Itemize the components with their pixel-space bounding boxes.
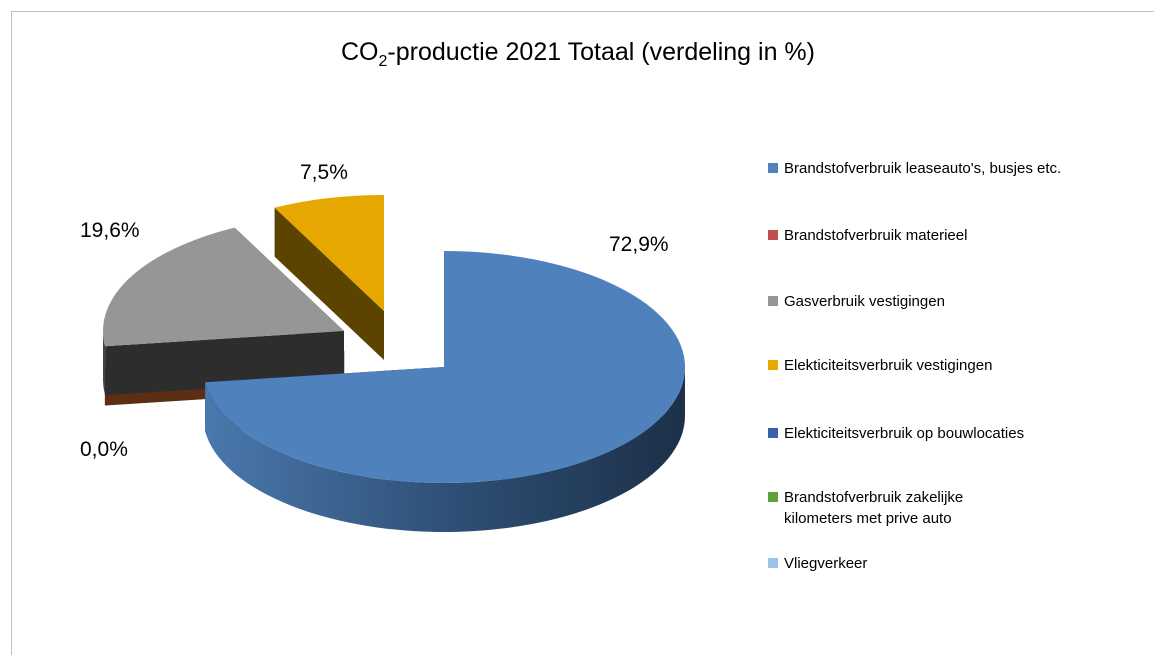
legend-swatch-4 <box>768 428 778 438</box>
chart-title-prefix: CO <box>341 38 379 66</box>
legend-label-4: Elekticiteitsverbruik op bouwlocaties <box>784 425 1025 442</box>
data-label-slice-1: 0,0% <box>80 438 128 461</box>
chart-title-suffix: -productie 2021 Totaal (verdeling in %) <box>387 38 815 66</box>
pie-slice-0-top <box>205 251 686 484</box>
data-label-slice-2: 19,6% <box>80 219 140 242</box>
chart-title-subscript: 2 <box>378 53 388 70</box>
legend-item-5: Brandstofverbruik zakelijke kilometers m… <box>768 487 968 529</box>
pie-slice-0-side <box>205 367 686 533</box>
legend-swatch-0 <box>768 163 778 173</box>
legend-label-1: Brandstofverbruik materieel <box>784 227 968 244</box>
legend-swatch-6 <box>768 558 778 568</box>
legend-swatch-3 <box>768 360 778 370</box>
chart-title: CO2-productie 2021 Totaal (verdeling in … <box>0 38 1156 71</box>
legend-item-3: Elekticiteitsverbruik vestigingen <box>768 355 1148 376</box>
legend-label-6: Vliegverkeer <box>784 555 868 572</box>
legend-swatch-1 <box>768 230 778 240</box>
pie-slices <box>102 195 686 533</box>
pie-slice-3-start-face <box>274 207 384 360</box>
data-label-slice-3: 7,5% <box>300 161 348 184</box>
pie-slice-3-top <box>274 195 384 311</box>
pie-data-labels: 72,9% 0,0% 19,6% 7,5% <box>80 161 669 461</box>
data-label-slice-0: 72,9% <box>609 233 669 256</box>
legend-item-4: Elekticiteitsverbruik op bouwlocaties <box>768 423 1148 444</box>
pie-slice-2-side <box>103 331 106 396</box>
legend-item-6: Vliegverkeer <box>768 553 1148 574</box>
pie-slice-2-top <box>102 227 344 347</box>
legend-item-1: Brandstofverbruik materieel <box>768 225 1148 246</box>
legend-label-3: Elekticiteitsverbruik vestigingen <box>784 357 993 374</box>
legend-swatch-2 <box>768 296 778 306</box>
legend-label-0: Brandstofverbruik leaseauto's, busjes et… <box>784 160 1062 177</box>
legend-label-5: Brandstofverbruik zakelijke kilometers m… <box>784 489 964 527</box>
legend-item-0: Brandstofverbruik leaseauto's, busjes et… <box>768 158 1148 179</box>
legend-label-2: Gasverbruik vestigingen <box>784 293 945 310</box>
legend-item-2: Gasverbruik vestigingen <box>768 291 1148 312</box>
legend-swatch-5 <box>768 492 778 502</box>
